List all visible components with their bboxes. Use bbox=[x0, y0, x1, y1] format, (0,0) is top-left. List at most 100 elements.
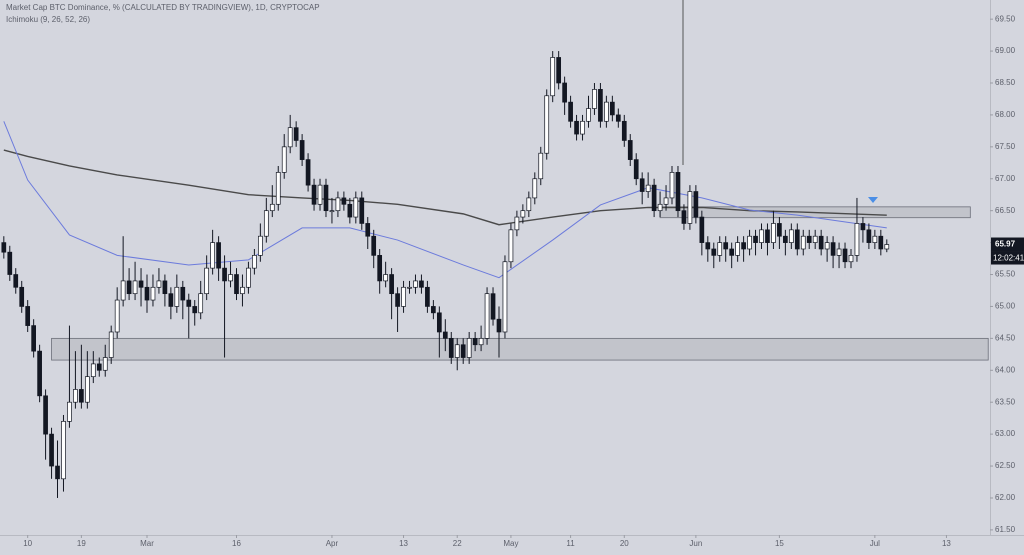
y-tick-label: 63.50 bbox=[995, 397, 1016, 406]
x-tick-label: 13 bbox=[942, 539, 951, 548]
candle-body bbox=[425, 286, 430, 307]
candle-body bbox=[472, 338, 478, 346]
candle-body bbox=[389, 274, 394, 295]
candle-body bbox=[806, 235, 812, 243]
candle-body bbox=[854, 223, 860, 256]
candle-body bbox=[96, 363, 102, 371]
candle-body bbox=[794, 229, 800, 250]
candle-body bbox=[824, 242, 830, 250]
candle-body bbox=[1, 242, 7, 253]
candle-body bbox=[544, 95, 550, 154]
candle-body bbox=[490, 293, 496, 320]
candle-body bbox=[842, 248, 848, 263]
candle-body bbox=[252, 255, 257, 269]
candle-body bbox=[228, 274, 233, 282]
candle-body bbox=[860, 223, 866, 231]
candle-body bbox=[198, 293, 204, 314]
candle-body bbox=[729, 248, 735, 256]
y-tick-label: 64.00 bbox=[995, 365, 1016, 374]
candle-body bbox=[180, 286, 186, 301]
candle-body bbox=[592, 89, 597, 109]
x-tick-label: 19 bbox=[77, 539, 86, 548]
candle-body bbox=[108, 331, 114, 358]
x-tick-label: 20 bbox=[620, 539, 629, 548]
candle-body bbox=[621, 120, 627, 141]
candle-body bbox=[216, 242, 221, 269]
x-tick-label: Apr bbox=[326, 539, 339, 548]
candle-body bbox=[478, 338, 484, 346]
candle-body bbox=[168, 293, 174, 307]
y-tick-label: 68.50 bbox=[995, 78, 1016, 87]
candle-body bbox=[317, 184, 323, 205]
candle-body bbox=[31, 325, 36, 352]
x-tick-label: Jul bbox=[870, 539, 880, 548]
candle-body bbox=[281, 146, 287, 173]
candle-body bbox=[663, 197, 669, 205]
candle-body bbox=[79, 389, 84, 403]
candle-body bbox=[407, 286, 412, 289]
candle-body bbox=[43, 395, 48, 435]
candle-body bbox=[562, 82, 567, 103]
candle-body bbox=[329, 210, 335, 213]
candle-body bbox=[305, 159, 311, 186]
candle-body bbox=[568, 101, 573, 122]
candle-body bbox=[395, 293, 400, 307]
candle-body bbox=[240, 286, 245, 295]
candle-body bbox=[818, 235, 824, 250]
candle-body bbox=[19, 286, 25, 307]
candle-body bbox=[633, 159, 639, 180]
candle-body bbox=[222, 267, 227, 282]
y-tick-label: 62.00 bbox=[995, 493, 1016, 502]
candle-body bbox=[884, 244, 890, 250]
candle-body bbox=[431, 306, 436, 314]
y-tick-label: 67.50 bbox=[995, 142, 1016, 151]
candle-body bbox=[693, 191, 699, 218]
candle-body bbox=[765, 229, 770, 243]
ma-line bbox=[3, 149, 887, 226]
candle-body bbox=[246, 267, 251, 288]
candle-body bbox=[84, 376, 90, 403]
candle-body bbox=[90, 363, 96, 378]
candle-body bbox=[848, 255, 854, 263]
candle-body bbox=[114, 299, 120, 333]
candle-body bbox=[311, 184, 317, 205]
candle-body bbox=[645, 184, 651, 192]
candle-body bbox=[711, 248, 717, 256]
candle-body bbox=[866, 229, 872, 243]
candle-body bbox=[526, 197, 532, 212]
x-tick-label: 10 bbox=[23, 539, 32, 548]
candle-body bbox=[275, 172, 281, 205]
candle-body bbox=[747, 235, 752, 250]
candle-body bbox=[735, 242, 740, 256]
candle-body bbox=[258, 235, 263, 256]
candle-body bbox=[156, 280, 162, 288]
y-tick-label: 62.50 bbox=[995, 461, 1016, 470]
marker bbox=[868, 197, 878, 203]
candle-body bbox=[771, 223, 776, 243]
candle-body bbox=[836, 248, 842, 256]
candle-body bbox=[413, 280, 418, 288]
candle-body bbox=[25, 306, 31, 326]
candle-body bbox=[377, 255, 383, 282]
candle-body bbox=[454, 344, 460, 358]
countdown-box bbox=[991, 251, 1024, 265]
candle-body bbox=[55, 465, 60, 480]
candle-body bbox=[460, 344, 466, 358]
candle-body bbox=[484, 293, 490, 339]
indicator-label: Ichimoku (9, 26, 52, 26) bbox=[6, 15, 90, 24]
candle-body bbox=[878, 235, 884, 250]
candle-body bbox=[532, 178, 538, 199]
candle-body bbox=[210, 242, 215, 269]
last-price-box bbox=[991, 237, 1024, 252]
candle-body bbox=[550, 57, 556, 97]
y-tick-label: 64.50 bbox=[995, 333, 1016, 342]
y-tick-label: 66.50 bbox=[995, 206, 1016, 215]
x-tick-label: Jun bbox=[689, 539, 702, 548]
candle-body bbox=[365, 223, 371, 237]
candle-body bbox=[299, 140, 305, 160]
candle-body bbox=[812, 235, 818, 243]
candle-body bbox=[741, 242, 746, 250]
candle-body bbox=[371, 235, 377, 256]
